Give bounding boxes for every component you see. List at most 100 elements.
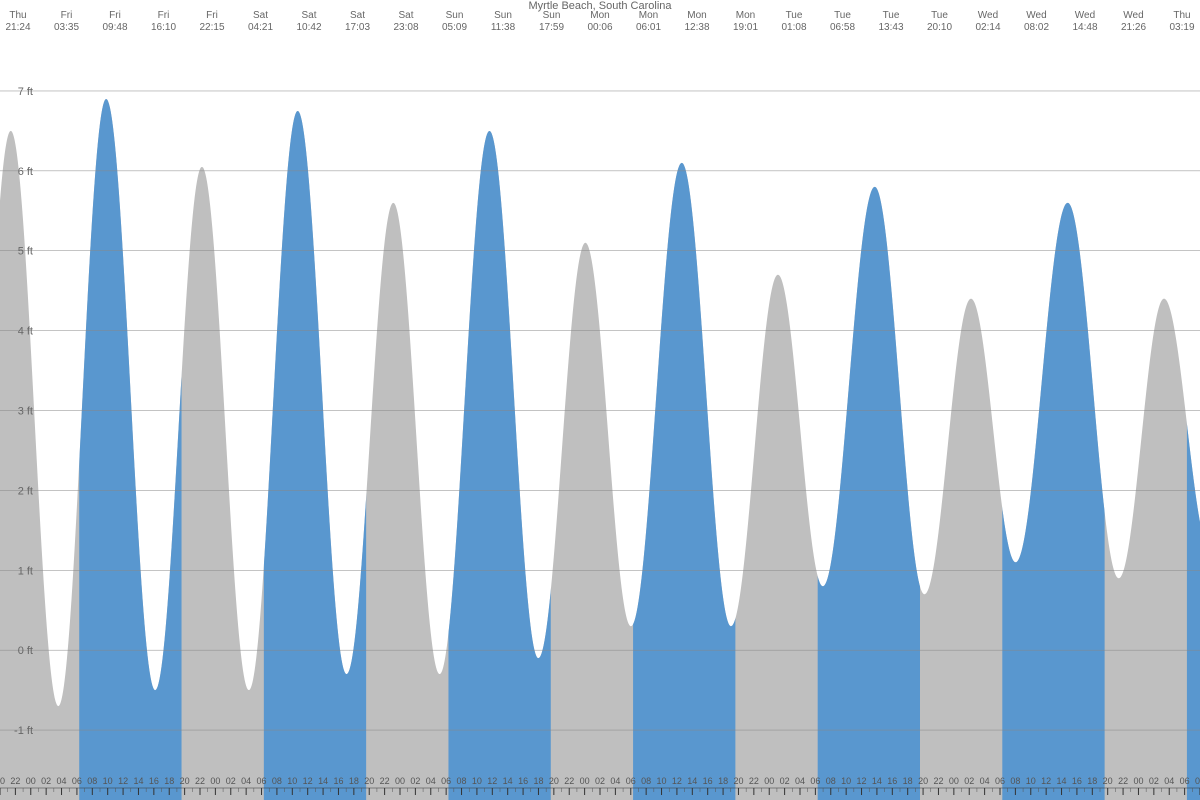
hour-label: 04 — [610, 776, 620, 786]
extreme-time-label: 02:14 — [975, 22, 1000, 33]
hour-label: 14 — [872, 776, 882, 786]
extreme-time-label: 03:19 — [1169, 22, 1194, 33]
hour-label: 20 — [733, 776, 743, 786]
extreme-time-label: 20:10 — [927, 22, 952, 33]
hour-label: 14 — [1057, 776, 1067, 786]
hour-label: 08 — [826, 776, 836, 786]
hour-label: 02 — [41, 776, 51, 786]
hour-label: 04 — [426, 776, 436, 786]
extreme-time-label: 11:38 — [491, 22, 516, 33]
hour-label: 02 — [595, 776, 605, 786]
hour-label: 20 — [180, 776, 190, 786]
hour-label: 18 — [1087, 776, 1097, 786]
hour-label: 04 — [1164, 776, 1174, 786]
hour-label: 06 — [626, 776, 636, 786]
hour-label: 04 — [57, 776, 67, 786]
hour-label: 20 — [364, 776, 374, 786]
hour-label: 06 — [810, 776, 820, 786]
chart-title: Myrtle Beach, South Carolina — [0, 0, 1200, 12]
extreme-time-label: 22:15 — [199, 22, 224, 33]
hour-label: 02 — [226, 776, 236, 786]
tide-chart: Myrtle Beach, South Carolina -1 ft0 ft1 … — [0, 0, 1200, 800]
hour-label: 00 — [210, 776, 220, 786]
hour-label: 10 — [1026, 776, 1036, 786]
hour-label: 12 — [857, 776, 867, 786]
y-tick-label: 5 ft — [18, 246, 33, 258]
extreme-time-label: 10:42 — [296, 22, 321, 33]
hour-label: 18 — [903, 776, 913, 786]
hour-label: 02 — [780, 776, 790, 786]
y-tick-label: -1 ft — [14, 725, 33, 737]
hour-label: 14 — [133, 776, 143, 786]
extreme-time-label: 17:59 — [539, 22, 564, 33]
extreme-time-label: 00:06 — [587, 22, 612, 33]
extreme-time-label: 23:08 — [393, 22, 418, 33]
extreme-time-label: 16:10 — [151, 22, 176, 33]
y-tick-label: 6 ft — [18, 166, 33, 178]
hour-label: 08 — [457, 776, 467, 786]
extreme-time-label: 21:26 — [1121, 22, 1146, 33]
hour-label: 00 — [580, 776, 590, 786]
hour-label: 18 — [164, 776, 174, 786]
hour-label: 10 — [657, 776, 667, 786]
hour-label: 08 — [1195, 776, 1200, 786]
hour-label: 00 — [949, 776, 959, 786]
hour-label: 14 — [687, 776, 697, 786]
hour-label: 22 — [749, 776, 759, 786]
extreme-time-label: 14:48 — [1072, 22, 1097, 33]
hour-label: 22 — [933, 776, 943, 786]
hour-label: 12 — [303, 776, 313, 786]
hour-label: 12 — [487, 776, 497, 786]
hour-label: 02 — [1149, 776, 1159, 786]
extreme-time-label: 06:01 — [636, 22, 661, 33]
hour-label: 02 — [964, 776, 974, 786]
extreme-time-label: 13:43 — [878, 22, 903, 33]
hour-label: 22 — [195, 776, 205, 786]
hour-label: 14 — [318, 776, 328, 786]
hour-label: 16 — [518, 776, 528, 786]
hour-label: 04 — [980, 776, 990, 786]
hour-label: 16 — [1072, 776, 1082, 786]
hour-label: 06 — [441, 776, 451, 786]
y-tick-label: 7 ft — [18, 86, 33, 98]
hour-label: 10 — [472, 776, 482, 786]
hour-label: 00 — [26, 776, 36, 786]
extreme-time-label: 09:48 — [102, 22, 127, 33]
extreme-time-label: 03:35 — [54, 22, 79, 33]
hour-label: 22 — [564, 776, 574, 786]
hour-label: 06 — [72, 776, 82, 786]
hour-label: 16 — [149, 776, 159, 786]
hour-label: 08 — [641, 776, 651, 786]
hour-label: 16 — [703, 776, 713, 786]
hour-label: 02 — [410, 776, 420, 786]
hour-label: 22 — [10, 776, 20, 786]
hour-label: 16 — [333, 776, 343, 786]
y-tick-label: 1 ft — [18, 565, 33, 577]
extreme-time-label: 06:58 — [830, 22, 855, 33]
hour-label: 18 — [349, 776, 359, 786]
hour-label: 00 — [395, 776, 405, 786]
hour-label: 12 — [118, 776, 128, 786]
hour-label: 20 — [0, 776, 5, 786]
chart-svg: -1 ft0 ft1 ft2 ft3 ft4 ft5 ft6 ft7 ftThu… — [0, 0, 1200, 800]
hour-label: 20 — [1103, 776, 1113, 786]
extreme-time-label: 04:21 — [248, 22, 273, 33]
hour-label: 10 — [103, 776, 113, 786]
extreme-time-label: 17:03 — [345, 22, 370, 33]
extreme-time-label: 21:24 — [5, 22, 30, 33]
hour-label: 18 — [533, 776, 543, 786]
hour-label: 00 — [1133, 776, 1143, 786]
extreme-time-label: 01:08 — [781, 22, 806, 33]
extreme-time-label: 19:01 — [733, 22, 758, 33]
hour-label: 06 — [257, 776, 267, 786]
hour-label: 10 — [287, 776, 297, 786]
hour-label: 14 — [503, 776, 513, 786]
y-tick-label: 3 ft — [18, 406, 33, 418]
y-tick-label: 2 ft — [18, 485, 33, 497]
hour-label: 04 — [241, 776, 251, 786]
hour-label: 12 — [672, 776, 682, 786]
hour-label: 08 — [272, 776, 282, 786]
y-tick-label: 0 ft — [18, 645, 33, 657]
hour-label: 06 — [1180, 776, 1190, 786]
hour-label: 04 — [795, 776, 805, 786]
